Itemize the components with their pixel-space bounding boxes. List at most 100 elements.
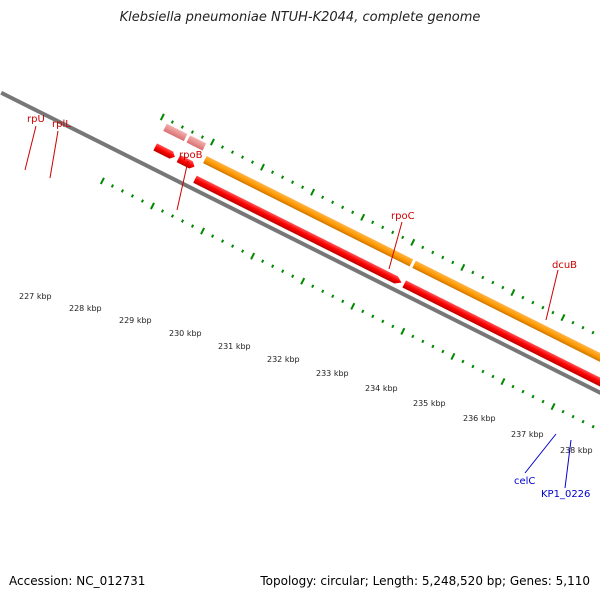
minor-tick — [451, 260, 455, 265]
minor-tick — [311, 284, 315, 289]
rpoB-cds-arrow[interactable] — [193, 175, 403, 287]
major-tick — [450, 352, 456, 361]
minor-tick — [491, 374, 495, 379]
minor-tick — [521, 295, 525, 300]
minor-tick — [341, 299, 345, 304]
minor-tick — [511, 384, 515, 389]
minor-tick — [261, 259, 265, 263]
dcuB-label[interactable]: dcuB — [552, 260, 577, 271]
rpoC-label[interactable]: rpoC — [391, 211, 415, 222]
minor-tick — [461, 359, 465, 364]
minor-tick — [581, 419, 585, 424]
scale-label: 231 kbp — [218, 342, 251, 351]
dcuB-label-line — [545, 269, 559, 321]
rpoB-feature[interactable] — [203, 155, 414, 267]
rpoC-feature[interactable] — [412, 260, 600, 374]
minor-tick — [240, 155, 245, 159]
minor-tick — [541, 305, 545, 310]
major-tick — [460, 263, 466, 272]
scale-label: 229 kbp — [119, 316, 152, 325]
scale-label: 238 kbp — [560, 446, 593, 455]
minor-tick — [481, 275, 485, 280]
major-tick — [209, 138, 215, 146]
major-tick — [150, 202, 155, 210]
rpoB-label-line — [176, 160, 189, 211]
rplL-feature[interactable] — [186, 135, 207, 151]
minor-tick — [291, 274, 295, 278]
major-tick — [250, 252, 256, 260]
rpoB-label[interactable]: rpoB — [179, 150, 203, 161]
minor-tick — [441, 255, 445, 260]
minor-tick — [531, 300, 535, 305]
scale-label: 228 kbp — [69, 304, 102, 313]
minor-tick — [431, 344, 435, 349]
minor-tick — [331, 294, 335, 299]
minor-tick — [341, 205, 345, 210]
scale-labels: 227 kbp 228 kbp 229 kbp 230 kbp 231 kbp … — [19, 292, 593, 455]
rplL-label[interactable]: rplL — [52, 119, 71, 130]
minor-tick — [481, 369, 485, 374]
major-tick — [360, 213, 366, 221]
minor-tick — [501, 285, 505, 290]
minor-tick — [270, 170, 275, 174]
scale-label: 233 kbp — [316, 369, 349, 378]
minor-tick — [241, 249, 245, 253]
major-tick — [500, 377, 506, 386]
rplJ-feature[interactable] — [163, 123, 188, 142]
major-tick — [200, 227, 206, 235]
reverse-gene-labels: celC KP1_0226 — [514, 433, 590, 500]
minor-tick — [210, 234, 215, 238]
minor-tick — [190, 224, 195, 228]
minor-tick — [280, 175, 285, 179]
scale-label: 237 kbp — [511, 430, 544, 439]
rplJ-label-line — [24, 125, 37, 171]
rpoC-cds-arrow[interactable] — [402, 280, 600, 393]
KP1_0226-label-line — [564, 439, 572, 489]
minor-tick — [230, 150, 235, 154]
minor-tick — [321, 289, 325, 294]
minor-tick — [200, 135, 204, 139]
scale-label: 235 kbp — [413, 399, 446, 408]
minor-tick — [190, 130, 194, 134]
major-tick — [300, 277, 306, 285]
scale-label: 230 kbp — [169, 329, 202, 338]
minor-tick — [541, 399, 545, 404]
scale-label: 232 kbp — [267, 355, 300, 364]
major-tick — [560, 314, 566, 322]
major-tick — [99, 177, 105, 185]
minor-tick — [130, 194, 135, 198]
minor-tick — [551, 310, 555, 315]
minor-tick — [591, 424, 595, 429]
lower-tick-row — [99, 177, 595, 429]
major-tick — [159, 113, 165, 121]
major-tick — [550, 403, 556, 411]
major-tick — [350, 302, 356, 310]
KP1_0226-label[interactable]: KP1_0226 — [541, 489, 590, 500]
minor-tick — [571, 320, 575, 325]
minor-tick — [231, 244, 235, 248]
minor-tick — [571, 414, 575, 419]
minor-tick — [421, 339, 425, 344]
celC-label[interactable]: celC — [514, 476, 535, 487]
minor-tick — [170, 120, 174, 124]
major-tick — [400, 327, 406, 335]
minor-tick — [471, 270, 475, 275]
minor-tick — [301, 185, 305, 190]
minor-tick — [221, 239, 225, 243]
minor-tick — [471, 364, 475, 369]
major-tick — [410, 238, 416, 246]
minor-tick — [411, 334, 415, 339]
rplJ-cds-arrow[interactable] — [153, 143, 176, 160]
minor-tick — [140, 199, 145, 203]
minor-tick — [180, 125, 184, 129]
minor-tick — [290, 180, 295, 184]
minor-tick — [431, 250, 435, 255]
minor-tick — [521, 389, 525, 394]
rplL-cds-arrow[interactable] — [176, 155, 197, 170]
minor-tick — [281, 269, 285, 273]
minor-tick — [361, 309, 365, 314]
forward-gene-labels: rpU rplL rpoB rpoC dcuB — [24, 114, 577, 321]
rplJ-label[interactable]: rpU — [27, 114, 45, 125]
minor-tick — [591, 330, 595, 335]
scale-label: 234 kbp — [365, 384, 398, 393]
